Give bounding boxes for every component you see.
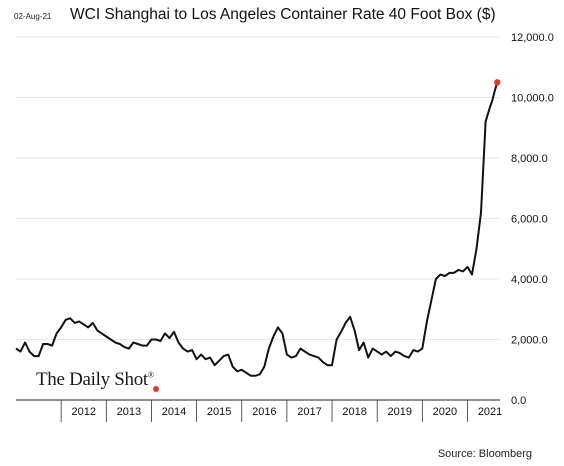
x-tick-label: 2013 xyxy=(117,406,141,418)
y-tick-label: 12,000.0 xyxy=(511,32,554,44)
x-tick-label: 2014 xyxy=(162,406,186,418)
y-axis: 0.0 2,000.0 4,000.0 6,000.0 8,000.0 10,000.0 1… xyxy=(511,32,554,407)
x-tick-label: 2019 xyxy=(388,406,412,418)
series-line xyxy=(15,82,499,377)
x-tick-label: 2021 xyxy=(478,406,502,418)
x-tick-label: 2015 xyxy=(207,406,231,418)
source-note: Source: Bloomberg xyxy=(437,448,532,460)
chart-title: WCI Shanghai to Los Angeles Container Ra… xyxy=(70,6,496,23)
x-tick-label: 2018 xyxy=(342,406,366,418)
y-tick-label: 8,000.0 xyxy=(511,153,548,165)
brand-logo: The Daily Shot® xyxy=(36,369,154,391)
y-tick-label: 4,000.0 xyxy=(511,274,548,286)
y-tick-label: 2,000.0 xyxy=(511,335,548,347)
date-label: 02-Aug-21 xyxy=(14,12,52,21)
x-axis: 2012 2013 2014 2015 2016 2017 2018 2019 2020 2021 xyxy=(16,399,502,422)
x-tick-label: 2017 xyxy=(297,406,321,418)
brand-registered-mark: ® xyxy=(147,370,154,380)
x-tick-label: 2016 xyxy=(252,406,276,418)
brand-dot xyxy=(153,386,159,392)
gridlines xyxy=(16,36,500,340)
x-tick-label: 2012 xyxy=(71,406,95,418)
brand-text: The Daily Shot xyxy=(36,369,148,390)
series-layer xyxy=(15,79,501,377)
x-tick-label: 2020 xyxy=(433,406,457,418)
y-tick-label: 10,000.0 xyxy=(511,93,554,105)
y-tick-label: 0.0 xyxy=(511,395,526,407)
y-tick-label: 6,000.0 xyxy=(511,214,548,226)
last-point-marker xyxy=(494,79,501,86)
